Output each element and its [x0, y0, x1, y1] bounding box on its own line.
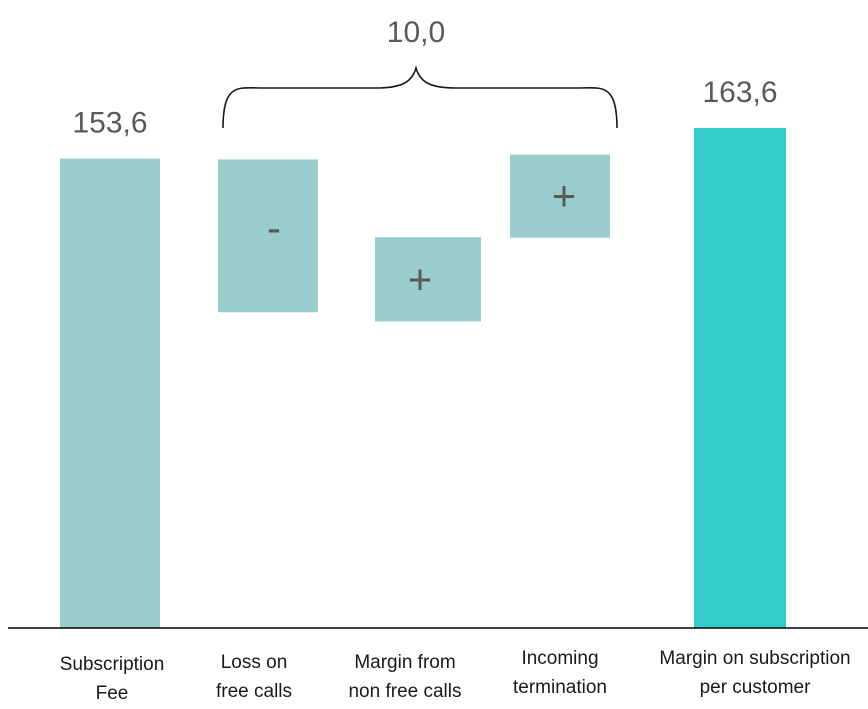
category-label: Loss on free calls: [216, 652, 292, 702]
bar-5: [694, 128, 786, 628]
bar-3: [375, 237, 481, 322]
bars-layer: [60, 128, 786, 628]
category-label: Incoming termination: [513, 648, 607, 698]
plus-sign-label: +: [408, 255, 433, 302]
category-label: Margin on subscription per customer: [659, 648, 850, 698]
bar-1: [60, 158, 160, 628]
minus-sign-label: -: [267, 204, 281, 251]
labels-layer: 153,6 - + +163,6: [72, 76, 777, 302]
bracket-total-label: 10,0: [387, 16, 445, 49]
bar-2: [218, 159, 318, 313]
category-label: Margin from non free calls: [348, 652, 461, 702]
bar-value-label: 163,6: [702, 76, 777, 109]
category-labels: Subscription Fee Loss on free calls Margin f…: [60, 648, 851, 704]
bar-4: [510, 154, 610, 238]
bar-value-label: 153,6: [72, 107, 147, 140]
plus-sign-label: +: [552, 172, 577, 219]
bracket-brace: [222, 65, 618, 129]
category-label: Subscription Fee: [60, 654, 165, 704]
